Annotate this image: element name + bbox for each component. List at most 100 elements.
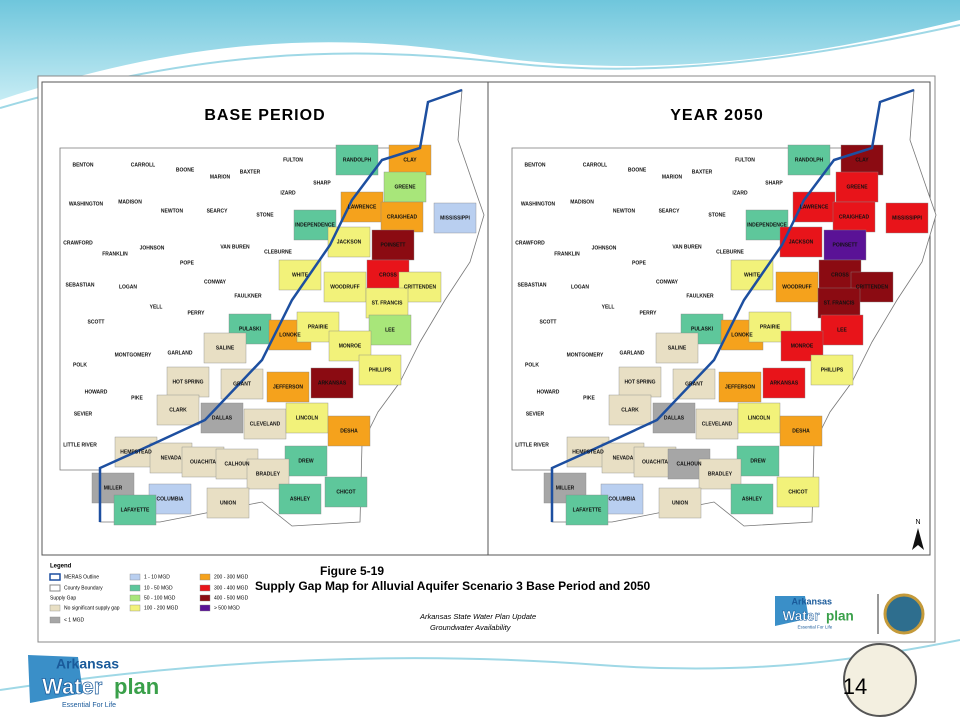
county-fill bbox=[383, 171, 427, 203]
county-fill bbox=[565, 494, 609, 526]
county-fill bbox=[365, 287, 409, 319]
logo-water: Water bbox=[783, 609, 821, 624]
county-label: PIKE bbox=[583, 395, 595, 401]
county-label: LEE bbox=[385, 327, 395, 333]
county-label: MONROE bbox=[339, 343, 362, 349]
county-label: MARION bbox=[662, 174, 683, 180]
county-fill bbox=[206, 487, 250, 519]
county-fill bbox=[358, 354, 402, 386]
county-fill bbox=[718, 371, 762, 403]
county-fill bbox=[278, 259, 322, 291]
legend-swatch bbox=[49, 573, 61, 581]
county-label: SEBASTIAN bbox=[518, 282, 547, 288]
logo-tagline: Essential For Life bbox=[798, 625, 833, 630]
county-label: POINSETT bbox=[832, 242, 857, 248]
legend-label: 10 - 50 MGD bbox=[144, 585, 173, 591]
county-label: POLK bbox=[525, 362, 539, 368]
county-label: CARROLL bbox=[131, 162, 155, 168]
county-label: WASHINGTON bbox=[521, 201, 556, 207]
county-label: LITTLE RIVER bbox=[515, 442, 549, 448]
legend-label: 100 - 200 MGD bbox=[144, 605, 179, 611]
county-label: MADISON bbox=[118, 199, 142, 205]
county-label: GRANT bbox=[233, 381, 251, 387]
county-label: DALLAS bbox=[212, 415, 233, 421]
county-label: BAXTER bbox=[240, 169, 261, 175]
county-label: JEFFERSON bbox=[725, 384, 755, 390]
county-label: COLUMBIA bbox=[609, 496, 636, 502]
county-label: SALINE bbox=[216, 345, 235, 351]
county-label: BAXTER bbox=[692, 169, 713, 175]
county-label: ST. FRANCIS bbox=[372, 300, 404, 306]
county-label: UNION bbox=[220, 500, 237, 506]
county-label: VAN BUREN bbox=[672, 244, 702, 250]
county-fill bbox=[730, 259, 774, 291]
county-label: LAFAYETTE bbox=[121, 507, 150, 513]
county-label: JOHNSON bbox=[140, 245, 165, 251]
county-fill bbox=[310, 367, 354, 399]
page-number: 14 bbox=[843, 674, 867, 699]
county-label: UNION bbox=[672, 500, 689, 506]
county-label: MILLER bbox=[556, 485, 575, 491]
county-label: MONTGOMERY bbox=[115, 352, 152, 358]
county-label: FAULKNER bbox=[686, 293, 714, 299]
county-label: MILLER bbox=[104, 485, 123, 491]
county-fill bbox=[658, 487, 702, 519]
county-label: NEVADA bbox=[161, 455, 182, 461]
county-label: NEWTON bbox=[613, 208, 636, 214]
county-fill bbox=[368, 314, 412, 346]
county-label: LONOKE bbox=[731, 332, 753, 338]
county-label: FULTON bbox=[283, 157, 303, 163]
county-label: JACKSON bbox=[789, 239, 814, 245]
county-label: CRAWFORD bbox=[63, 240, 93, 246]
county-label: INDEPENDENCE bbox=[747, 222, 787, 228]
legend-label: > 500 MGD bbox=[214, 605, 240, 611]
county-label: MADISON bbox=[570, 199, 594, 205]
county-label: PULASKI bbox=[691, 326, 714, 332]
legend-label: 1 - 10 MGD bbox=[144, 574, 170, 580]
county-fill bbox=[243, 408, 287, 440]
county-label: GARLAND bbox=[168, 350, 193, 356]
legend-swatch bbox=[49, 604, 61, 612]
legend-swatch bbox=[129, 584, 141, 592]
county-label: LOGAN bbox=[571, 284, 589, 290]
legend-label: 200 - 300 MGD bbox=[214, 574, 249, 580]
county-label: MONTGOMERY bbox=[567, 352, 604, 358]
county-label: BOONE bbox=[628, 167, 647, 173]
county-label: CONWAY bbox=[656, 279, 679, 285]
county-label: HOWARD bbox=[537, 389, 560, 395]
county-label: IZARD bbox=[280, 190, 296, 196]
county-label: YELL bbox=[602, 304, 615, 310]
county-label: WHITE bbox=[744, 272, 761, 278]
county-label: WOODRUFF bbox=[782, 284, 811, 290]
county-label: CLARK bbox=[169, 407, 187, 413]
meras-outline bbox=[98, 88, 463, 522]
county-fill bbox=[820, 314, 864, 346]
county-label: ARKANSAS bbox=[770, 380, 799, 386]
county-label: MISSISSIPPI bbox=[892, 215, 922, 221]
county-label: BRADLEY bbox=[708, 471, 733, 477]
county-label: LINCOLN bbox=[748, 415, 771, 421]
county-label: PERRY bbox=[639, 310, 657, 316]
legend-swatch bbox=[199, 584, 211, 592]
legend-label: MERAS Outline bbox=[64, 574, 99, 580]
county-label: LOGAN bbox=[119, 284, 137, 290]
county-fill bbox=[371, 229, 415, 261]
county-label: CRAWFORD bbox=[515, 240, 545, 246]
county-label: CHICOT bbox=[788, 489, 807, 495]
county-label: CRAIGHEAD bbox=[387, 214, 418, 220]
county-label: DREW bbox=[298, 458, 314, 464]
legend-swatch bbox=[199, 594, 211, 602]
county-label: HEMPSTEAD bbox=[120, 449, 152, 455]
figure-subject: Groundwater Availability bbox=[430, 623, 512, 632]
legend-swatch bbox=[199, 573, 211, 581]
footer-logo: Arkansas Water plan Essential For Life bbox=[28, 655, 159, 709]
county-label: BENTON bbox=[72, 162, 93, 168]
county-label: MARION bbox=[210, 174, 231, 180]
county-label: SCOTT bbox=[540, 319, 557, 325]
county-label: PRAIRIE bbox=[760, 324, 781, 330]
county-label: LITTLE RIVER bbox=[63, 442, 97, 448]
county-label: GARLAND bbox=[620, 350, 645, 356]
logo-tagline: Essential For Life bbox=[62, 702, 116, 709]
county-label: HOT SPRING bbox=[172, 379, 203, 385]
